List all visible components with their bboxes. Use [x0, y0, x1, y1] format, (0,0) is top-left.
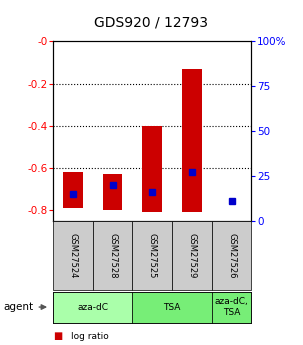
Text: GSM27524: GSM27524 — [68, 233, 77, 278]
Text: agent: agent — [3, 302, 33, 312]
Text: GSM27525: GSM27525 — [148, 233, 157, 278]
Text: GDS920 / 12793: GDS920 / 12793 — [95, 16, 208, 30]
Text: GSM27526: GSM27526 — [227, 233, 236, 278]
Text: log ratio: log ratio — [71, 332, 109, 341]
Text: ■: ■ — [53, 332, 62, 341]
Bar — [172, 221, 212, 290]
Bar — [63, 172, 83, 208]
Text: GSM27529: GSM27529 — [188, 233, 196, 278]
Text: aza-dC,
TSA: aza-dC, TSA — [215, 297, 248, 317]
Bar — [182, 69, 202, 213]
Bar — [103, 174, 122, 210]
Text: aza-dC: aza-dC — [77, 303, 108, 312]
Bar — [212, 221, 251, 290]
Bar — [142, 126, 162, 213]
Bar — [93, 221, 132, 290]
Text: TSA: TSA — [163, 303, 181, 312]
Bar — [132, 292, 212, 323]
Bar — [53, 221, 93, 290]
Bar — [212, 292, 251, 323]
Text: GSM27528: GSM27528 — [108, 233, 117, 278]
Bar — [132, 221, 172, 290]
Bar — [53, 292, 132, 323]
